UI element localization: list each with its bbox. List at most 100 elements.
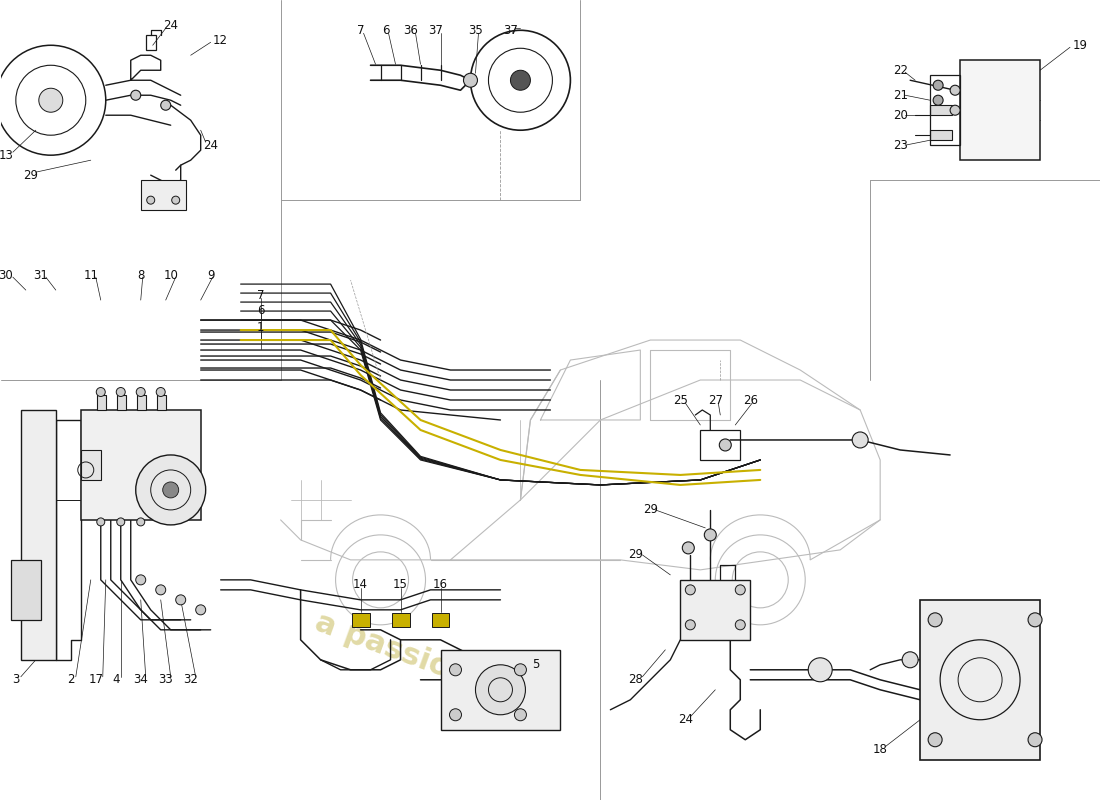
- Text: 29: 29: [23, 169, 38, 182]
- Circle shape: [161, 100, 170, 110]
- Bar: [136, 395, 145, 410]
- Circle shape: [685, 620, 695, 630]
- Bar: [431, 613, 450, 627]
- Circle shape: [136, 387, 145, 397]
- Text: 22: 22: [893, 64, 907, 77]
- Text: 23: 23: [893, 138, 907, 152]
- Text: 37: 37: [428, 24, 443, 37]
- Bar: [80, 450, 101, 480]
- Circle shape: [156, 387, 165, 397]
- Circle shape: [933, 80, 943, 90]
- Circle shape: [704, 529, 716, 541]
- Circle shape: [719, 439, 732, 451]
- Bar: [156, 395, 166, 410]
- Circle shape: [176, 595, 186, 605]
- Bar: [352, 613, 370, 627]
- Bar: [931, 130, 953, 140]
- Circle shape: [735, 620, 746, 630]
- Circle shape: [902, 652, 918, 668]
- Text: 32: 32: [184, 674, 198, 686]
- Circle shape: [510, 70, 530, 90]
- Circle shape: [163, 482, 178, 498]
- Text: 20: 20: [893, 109, 907, 122]
- Text: a passion for: a passion for: [311, 608, 530, 711]
- Text: 25: 25: [673, 394, 688, 406]
- Text: 13: 13: [0, 149, 13, 162]
- Text: 26: 26: [742, 394, 758, 406]
- Bar: [141, 180, 186, 210]
- Text: 7: 7: [356, 24, 364, 37]
- Text: 6: 6: [257, 303, 264, 317]
- Bar: [440, 650, 560, 730]
- Circle shape: [117, 387, 125, 397]
- Circle shape: [135, 575, 145, 585]
- Text: 7: 7: [257, 289, 264, 302]
- Text: 6: 6: [382, 24, 389, 37]
- Bar: [680, 580, 750, 640]
- Circle shape: [450, 664, 462, 676]
- Text: 24: 24: [163, 18, 178, 32]
- Bar: [461, 665, 491, 685]
- Circle shape: [39, 88, 63, 112]
- Text: 4: 4: [112, 674, 120, 686]
- Text: 27: 27: [707, 394, 723, 406]
- Circle shape: [97, 387, 106, 397]
- Text: 34: 34: [133, 674, 148, 686]
- Circle shape: [136, 518, 145, 526]
- Circle shape: [463, 74, 477, 87]
- Text: 28: 28: [628, 674, 642, 686]
- Bar: [11, 560, 41, 620]
- Text: 16: 16: [433, 578, 448, 591]
- Bar: [21, 410, 56, 660]
- Text: 37: 37: [503, 24, 518, 37]
- Text: 14: 14: [353, 578, 369, 591]
- Circle shape: [131, 90, 141, 100]
- Text: 17: 17: [88, 674, 103, 686]
- Text: 35: 35: [469, 24, 483, 37]
- Bar: [392, 613, 409, 627]
- Text: 5: 5: [531, 658, 539, 671]
- Bar: [701, 430, 740, 460]
- Text: 10: 10: [163, 269, 178, 282]
- Bar: [97, 395, 106, 410]
- Circle shape: [950, 86, 960, 95]
- Text: 15: 15: [393, 578, 408, 591]
- Text: 33: 33: [158, 674, 173, 686]
- Text: 29: 29: [628, 548, 642, 562]
- Bar: [80, 410, 200, 520]
- Circle shape: [515, 709, 527, 721]
- Text: 12: 12: [213, 34, 228, 46]
- Text: 31: 31: [33, 269, 48, 282]
- Bar: [920, 600, 1040, 760]
- Circle shape: [735, 585, 746, 595]
- Circle shape: [933, 95, 943, 106]
- Text: 18: 18: [872, 743, 888, 756]
- Circle shape: [117, 518, 124, 526]
- Circle shape: [515, 664, 527, 676]
- Circle shape: [1028, 613, 1042, 627]
- Circle shape: [852, 432, 868, 448]
- Text: 21: 21: [893, 89, 907, 102]
- Circle shape: [682, 542, 694, 554]
- Circle shape: [475, 665, 526, 714]
- Text: 9: 9: [207, 269, 215, 282]
- Circle shape: [172, 196, 179, 204]
- Text: 19: 19: [1072, 38, 1088, 52]
- Text: 2: 2: [67, 674, 75, 686]
- Text: 3: 3: [12, 674, 20, 686]
- Text: 1: 1: [257, 321, 264, 334]
- Bar: [960, 60, 1040, 160]
- Text: 8: 8: [138, 269, 144, 282]
- Bar: [931, 75, 960, 145]
- Text: 11: 11: [84, 269, 98, 282]
- Circle shape: [808, 658, 833, 682]
- Circle shape: [450, 709, 462, 721]
- Circle shape: [146, 196, 155, 204]
- Circle shape: [196, 605, 206, 615]
- Circle shape: [950, 106, 960, 115]
- Text: 36: 36: [403, 24, 418, 37]
- Text: 30: 30: [0, 269, 13, 282]
- Text: 29: 29: [642, 503, 658, 517]
- Circle shape: [928, 613, 942, 627]
- Bar: [117, 395, 125, 410]
